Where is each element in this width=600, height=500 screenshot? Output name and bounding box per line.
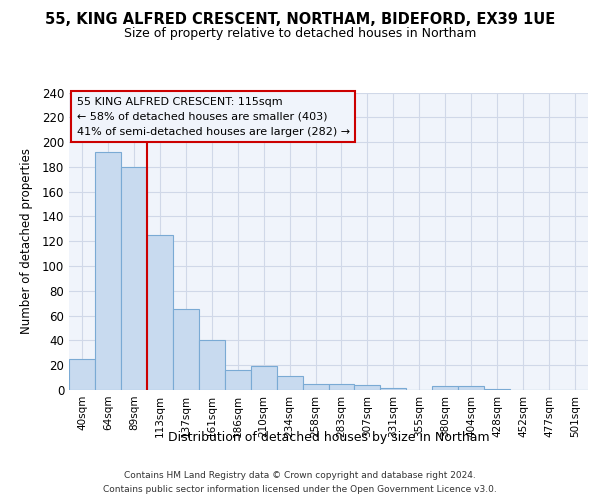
Bar bbox=[147, 235, 173, 390]
Text: 55 KING ALFRED CRESCENT: 115sqm
← 58% of detached houses are smaller (403)
41% o: 55 KING ALFRED CRESCENT: 115sqm ← 58% of… bbox=[77, 97, 350, 136]
Bar bbox=[380, 388, 406, 390]
Text: Size of property relative to detached houses in Northam: Size of property relative to detached ho… bbox=[124, 28, 476, 40]
Bar bbox=[458, 386, 484, 390]
Bar bbox=[251, 366, 277, 390]
Bar bbox=[199, 340, 224, 390]
Text: 55, KING ALFRED CRESCENT, NORTHAM, BIDEFORD, EX39 1UE: 55, KING ALFRED CRESCENT, NORTHAM, BIDEF… bbox=[45, 12, 555, 28]
Bar bbox=[329, 384, 355, 390]
Text: Contains public sector information licensed under the Open Government Licence v3: Contains public sector information licen… bbox=[103, 484, 497, 494]
Bar bbox=[277, 376, 302, 390]
Bar bbox=[95, 152, 121, 390]
Bar bbox=[173, 310, 199, 390]
Bar bbox=[225, 370, 251, 390]
Text: Contains HM Land Registry data © Crown copyright and database right 2024.: Contains HM Land Registry data © Crown c… bbox=[124, 472, 476, 480]
Bar bbox=[302, 384, 329, 390]
Bar bbox=[484, 389, 510, 390]
Bar bbox=[433, 386, 458, 390]
Bar bbox=[69, 359, 95, 390]
Y-axis label: Number of detached properties: Number of detached properties bbox=[20, 148, 34, 334]
Bar bbox=[121, 167, 147, 390]
Text: Distribution of detached houses by size in Northam: Distribution of detached houses by size … bbox=[168, 431, 490, 444]
Bar bbox=[355, 385, 380, 390]
